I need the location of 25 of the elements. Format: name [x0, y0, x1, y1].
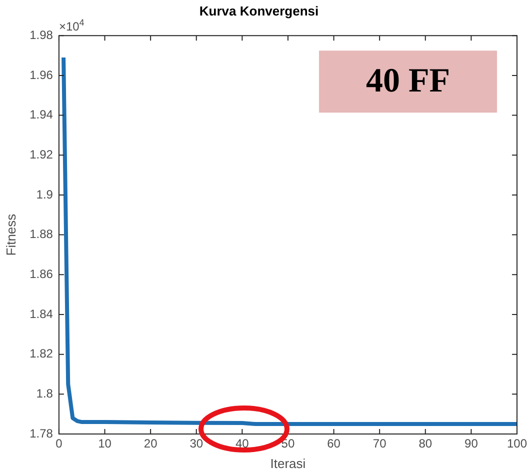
x-tick-label: 40: [235, 436, 250, 451]
y-tick-label: 1.84: [30, 306, 54, 321]
x-tick-label: 20: [144, 436, 158, 451]
y-tick-label: 1.88: [30, 227, 54, 242]
y-tick-label: 1.82: [30, 346, 54, 361]
y-tick-label: 1.96: [30, 68, 54, 82]
annotation: 40 FF: [366, 62, 450, 100]
y-tick-label: 1.98: [30, 28, 54, 42]
x-tick-label: 100: [506, 436, 528, 451]
y-tick-label: 1.9: [36, 187, 54, 202]
y-tick-label: 1.92: [30, 147, 54, 162]
x-tick-label: 60: [327, 436, 341, 451]
y-tick-label: 1.78: [30, 426, 54, 440]
x-tick-label: 90: [464, 436, 478, 451]
x-tick-label: 80: [418, 436, 432, 451]
y-tick-label: 1.86: [30, 266, 54, 281]
x-tick-label: 70: [372, 436, 387, 451]
x-axis-title: Iterasi: [270, 456, 306, 471]
x-tick-label: 30: [190, 436, 204, 451]
y-tick-label: 1.8: [36, 386, 54, 400]
chart-title: Kurva Konvergensi: [199, 3, 319, 18]
y-tick-label: 1.94: [30, 108, 54, 122]
x-tick-label: 0: [56, 436, 63, 451]
x-tick-label: 10: [98, 436, 112, 451]
y-axis-title: Fitness: [3, 213, 18, 256]
